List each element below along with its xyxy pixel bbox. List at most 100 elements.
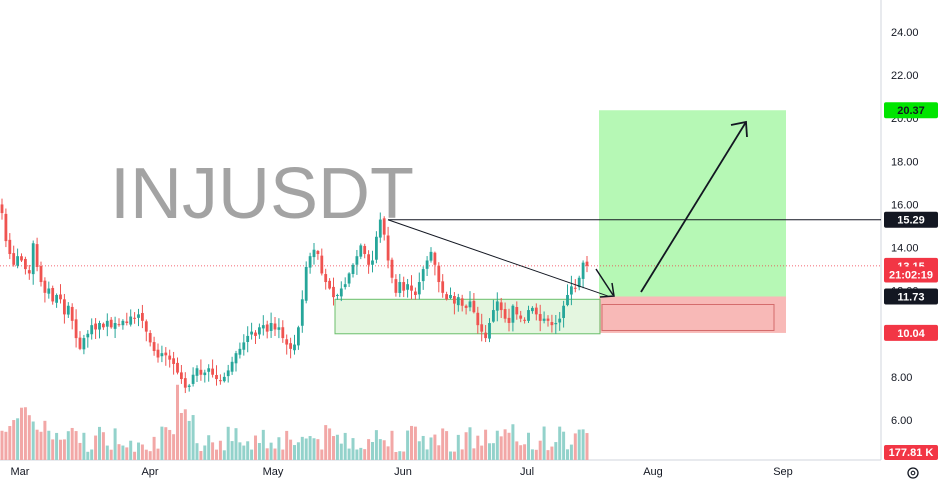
candle[interactable]: [20, 253, 23, 263]
candle[interactable]: [195, 365, 199, 383]
candle[interactable]: [394, 274, 398, 297]
candle[interactable]: [250, 322, 253, 340]
candle[interactable]: [304, 261, 308, 304]
candle[interactable]: [468, 291, 472, 312]
candle[interactable]: [328, 278, 331, 290]
candle[interactable]: [265, 320, 269, 339]
candle[interactable]: [297, 325, 300, 350]
candle[interactable]: [495, 292, 499, 322]
candle[interactable]: [511, 304, 515, 332]
candle[interactable]: [254, 330, 257, 345]
candle[interactable]: [285, 334, 289, 355]
candle[interactable]: [8, 233, 12, 260]
candle[interactable]: [168, 349, 172, 368]
candle[interactable]: [515, 301, 519, 320]
support-zone[interactable]: [334, 298, 601, 335]
candle[interactable]: [406, 278, 409, 298]
candle[interactable]: [484, 325, 487, 343]
candle[interactable]: [121, 319, 125, 330]
candle[interactable]: [402, 276, 406, 298]
candle[interactable]: [429, 247, 433, 263]
candle[interactable]: [573, 279, 577, 293]
candle[interactable]: [160, 345, 164, 363]
candle[interactable]: [258, 323, 261, 339]
candle[interactable]: [390, 257, 394, 284]
candle[interactable]: [308, 252, 312, 274]
candle[interactable]: [492, 299, 495, 323]
candle[interactable]: [35, 237, 39, 272]
candle[interactable]: [70, 303, 74, 330]
candle[interactable]: [359, 243, 363, 260]
candle[interactable]: [117, 318, 121, 327]
candle[interactable]: [437, 262, 441, 293]
candle[interactable]: [320, 248, 324, 276]
candle[interactable]: [90, 318, 94, 340]
candle[interactable]: [312, 242, 316, 265]
candle[interactable]: [187, 383, 191, 392]
candle[interactable]: [339, 281, 343, 302]
candle[interactable]: [219, 374, 222, 385]
candle[interactable]: [230, 356, 234, 375]
candle[interactable]: [234, 350, 238, 372]
stop-zone[interactable]: [599, 296, 786, 333]
candle[interactable]: [273, 317, 277, 337]
candle[interactable]: [39, 261, 43, 287]
candle[interactable]: [27, 264, 31, 280]
candle[interactable]: [343, 277, 347, 290]
candle[interactable]: [183, 372, 187, 394]
candle[interactable]: [293, 334, 296, 355]
candle[interactable]: [375, 231, 378, 264]
candle[interactable]: [538, 304, 542, 332]
candle[interactable]: [499, 297, 503, 318]
candle[interactable]: [74, 309, 78, 348]
candle[interactable]: [542, 311, 546, 324]
candle[interactable]: [456, 293, 460, 312]
candle[interactable]: [534, 303, 538, 321]
candle[interactable]: [550, 314, 554, 333]
candle[interactable]: [269, 312, 273, 338]
candle[interactable]: [98, 320, 101, 339]
candle[interactable]: [226, 364, 230, 383]
candle[interactable]: [24, 256, 27, 275]
candle[interactable]: [316, 249, 320, 260]
candle[interactable]: [445, 291, 448, 301]
candle[interactable]: [417, 272, 421, 300]
candle[interactable]: [382, 216, 386, 241]
candle[interactable]: [425, 256, 429, 277]
candle[interactable]: [554, 315, 558, 334]
candle[interactable]: [215, 365, 218, 386]
candle[interactable]: [172, 351, 175, 375]
candle[interactable]: [355, 249, 359, 275]
candle[interactable]: [66, 302, 70, 318]
target-zone[interactable]: [599, 110, 786, 297]
candle[interactable]: [421, 266, 425, 290]
candle[interactable]: [4, 208, 8, 248]
candle[interactable]: [472, 292, 476, 314]
candle[interactable]: [488, 318, 491, 343]
candle[interactable]: [211, 359, 214, 378]
candle[interactable]: [137, 308, 140, 327]
candle[interactable]: [78, 331, 82, 351]
candle[interactable]: [351, 263, 355, 278]
candle[interactable]: [144, 319, 148, 342]
candle[interactable]: [246, 326, 250, 353]
candle[interactable]: [581, 260, 585, 289]
candle[interactable]: [519, 310, 523, 323]
candle[interactable]: [324, 268, 328, 290]
candle[interactable]: [300, 290, 304, 333]
candle[interactable]: [125, 312, 129, 326]
candle[interactable]: [113, 316, 117, 338]
candle[interactable]: [133, 312, 136, 324]
candle[interactable]: [191, 367, 195, 387]
candle[interactable]: [156, 343, 160, 363]
candle[interactable]: [94, 318, 97, 340]
candle[interactable]: [86, 330, 90, 348]
candle[interactable]: [281, 320, 285, 343]
candle[interactable]: [414, 287, 417, 300]
candle[interactable]: [176, 357, 179, 375]
candle[interactable]: [464, 304, 468, 315]
candle[interactable]: [82, 334, 86, 355]
candle[interactable]: [398, 273, 402, 298]
candle[interactable]: [43, 277, 47, 303]
